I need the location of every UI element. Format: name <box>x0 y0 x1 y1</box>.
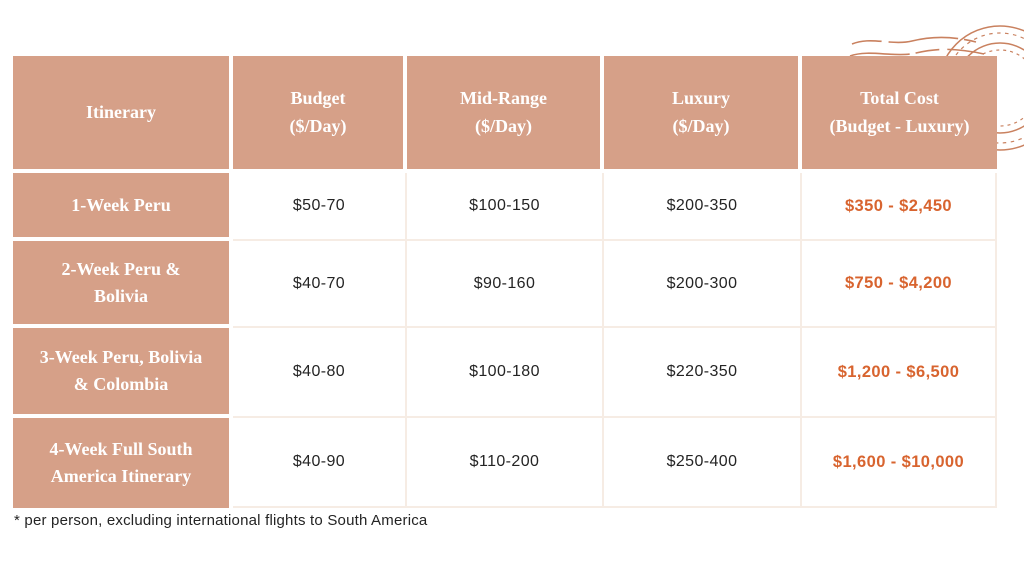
total-cost-cell: $1,600 - $10,000 <box>802 418 997 508</box>
header-label: Itinerary <box>86 101 156 122</box>
mid-range-cell: $90-160 <box>407 241 604 328</box>
luxury-cell: $200-300 <box>604 241 802 328</box>
itinerary-cell: 3-Week Peru, Bolivia & Colombia <box>13 328 233 418</box>
mid-range-cell: $100-180 <box>407 328 604 418</box>
header-cell-budget: Budget ($/Day) <box>233 56 407 173</box>
header-label: Mid-Range <box>460 87 547 108</box>
budget-cell: $40-90 <box>233 418 407 508</box>
luxury-cell: $220-350 <box>604 328 802 418</box>
header-cell-itinerary: Itinerary <box>13 56 233 173</box>
header-sublabel: ($/Day) <box>672 115 730 136</box>
itinerary-cell: 2-Week Peru & Bolivia <box>13 241 233 328</box>
total-cost-cell: $350 - $2,450 <box>802 173 997 241</box>
header-label: Budget <box>290 87 346 108</box>
header-label: Total Cost <box>860 87 939 108</box>
luxury-cell: $250-400 <box>604 418 802 508</box>
header-cell-luxury: Luxury ($/Day) <box>604 56 802 173</box>
header-cell-mid-range: Mid-Range ($/Day) <box>407 56 604 173</box>
total-cost-cell: $750 - $4,200 <box>802 241 997 328</box>
budget-cell: $40-80 <box>233 328 407 418</box>
header-sublabel: ($/Day) <box>475 115 532 136</box>
budget-cell: $50-70 <box>233 173 407 241</box>
mid-range-cell: $100-150 <box>407 173 604 241</box>
mid-range-cell: $110-200 <box>407 418 604 508</box>
header-label: Luxury <box>671 87 731 108</box>
luxury-cell: $200-350 <box>604 173 802 241</box>
itinerary-cell: 1-Week Peru <box>13 173 233 241</box>
header-cell-total-cost: Total Cost (Budget - Luxury) <box>802 56 997 173</box>
itinerary-cost-table: Itinerary Budget ($/Day) Mid-Range ($/Da… <box>13 56 997 508</box>
budget-cell: $40-70 <box>233 241 407 328</box>
itinerary-cell: 4-Week Full South America Itinerary <box>13 418 233 508</box>
total-cost-cell: $1,200 - $6,500 <box>802 328 997 418</box>
header-sublabel: (Budget - Luxury) <box>829 115 970 136</box>
header-sublabel: ($/Day) <box>289 115 347 136</box>
footnote: * per person, excluding international fl… <box>14 512 428 529</box>
